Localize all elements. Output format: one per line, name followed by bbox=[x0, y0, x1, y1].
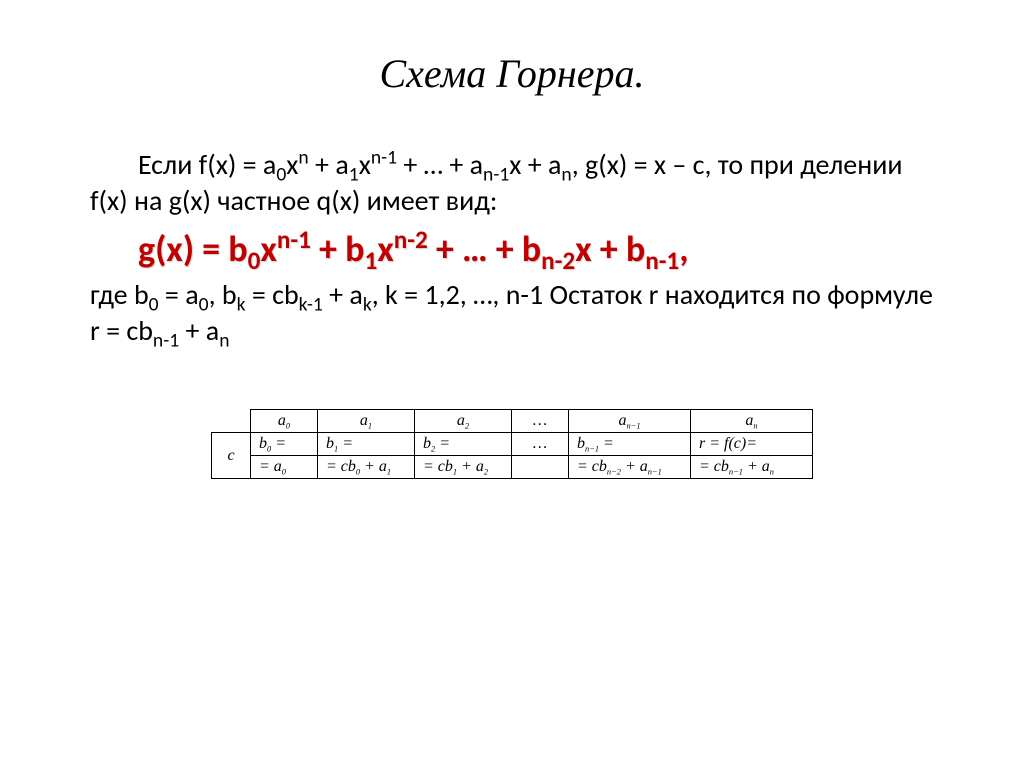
th-a2: a2 bbox=[415, 410, 512, 433]
slide: Схема Горнера. Если f(x) = a0xn + a1xn-1… bbox=[0, 0, 1024, 767]
th-dots: … bbox=[512, 410, 569, 433]
cell-eq-cb1: = cb1 + a2 bbox=[415, 456, 512, 479]
horner-table-wrap: a0 a1 a2 … an−1 an c b0 = b1 = b2 = … bn… bbox=[211, 409, 813, 479]
cell-eq-cbn2: = cbn−2 + an−1 bbox=[569, 456, 691, 479]
paragraph-1: Если f(x) = a0xn + a1xn-1 + … + an-1x + … bbox=[90, 147, 934, 220]
row-c-label: c bbox=[212, 433, 251, 479]
cell-eq-cb0: = cb0 + a1 bbox=[318, 456, 415, 479]
table-row-expand: = a0 = cb0 + a1 = cb1 + a2 = cbn−2 + an−… bbox=[212, 456, 813, 479]
paragraph-2: где b0 = a0, bk = cbk-1 + ak, k = 1,2, …… bbox=[90, 277, 934, 350]
cell-b1: b1 = bbox=[318, 433, 415, 456]
cell-eq-cbn1: = cbn−1 + an bbox=[691, 456, 813, 479]
cell-bn1: bn−1 = bbox=[569, 433, 691, 456]
table-row-header: a0 a1 a2 … an−1 an bbox=[212, 410, 813, 433]
th-an: an bbox=[691, 410, 813, 433]
th-a1: a1 bbox=[318, 410, 415, 433]
th-a0: a0 bbox=[251, 410, 318, 433]
cell-dots-1: … bbox=[512, 433, 569, 456]
corner-cell bbox=[212, 410, 251, 433]
cell-b0: b0 = bbox=[251, 433, 318, 456]
formula-highlight: g(x) = b0xn-1 + b1xn-2 + … + bn-2x + bn-… bbox=[138, 226, 934, 273]
cell-r: r = f(c)= bbox=[691, 433, 813, 456]
cell-dots-2 bbox=[512, 456, 569, 479]
table-row-b: c b0 = b1 = b2 = … bn−1 = r = f(c)= bbox=[212, 433, 813, 456]
sup-n: n bbox=[298, 146, 308, 170]
cell-b2: b2 = bbox=[415, 433, 512, 456]
body-text-block: Если f(x) = a0xn + a1xn-1 + … + an-1x + … bbox=[90, 147, 934, 349]
p1-text: Если f(x) = a bbox=[138, 147, 276, 182]
horner-table: a0 a1 a2 … an−1 an c b0 = b1 = b2 = … bn… bbox=[211, 409, 813, 479]
slide-title: Схема Горнера. bbox=[90, 50, 934, 97]
th-an1: an−1 bbox=[569, 410, 691, 433]
cell-eq-a0: = a0 bbox=[251, 456, 318, 479]
